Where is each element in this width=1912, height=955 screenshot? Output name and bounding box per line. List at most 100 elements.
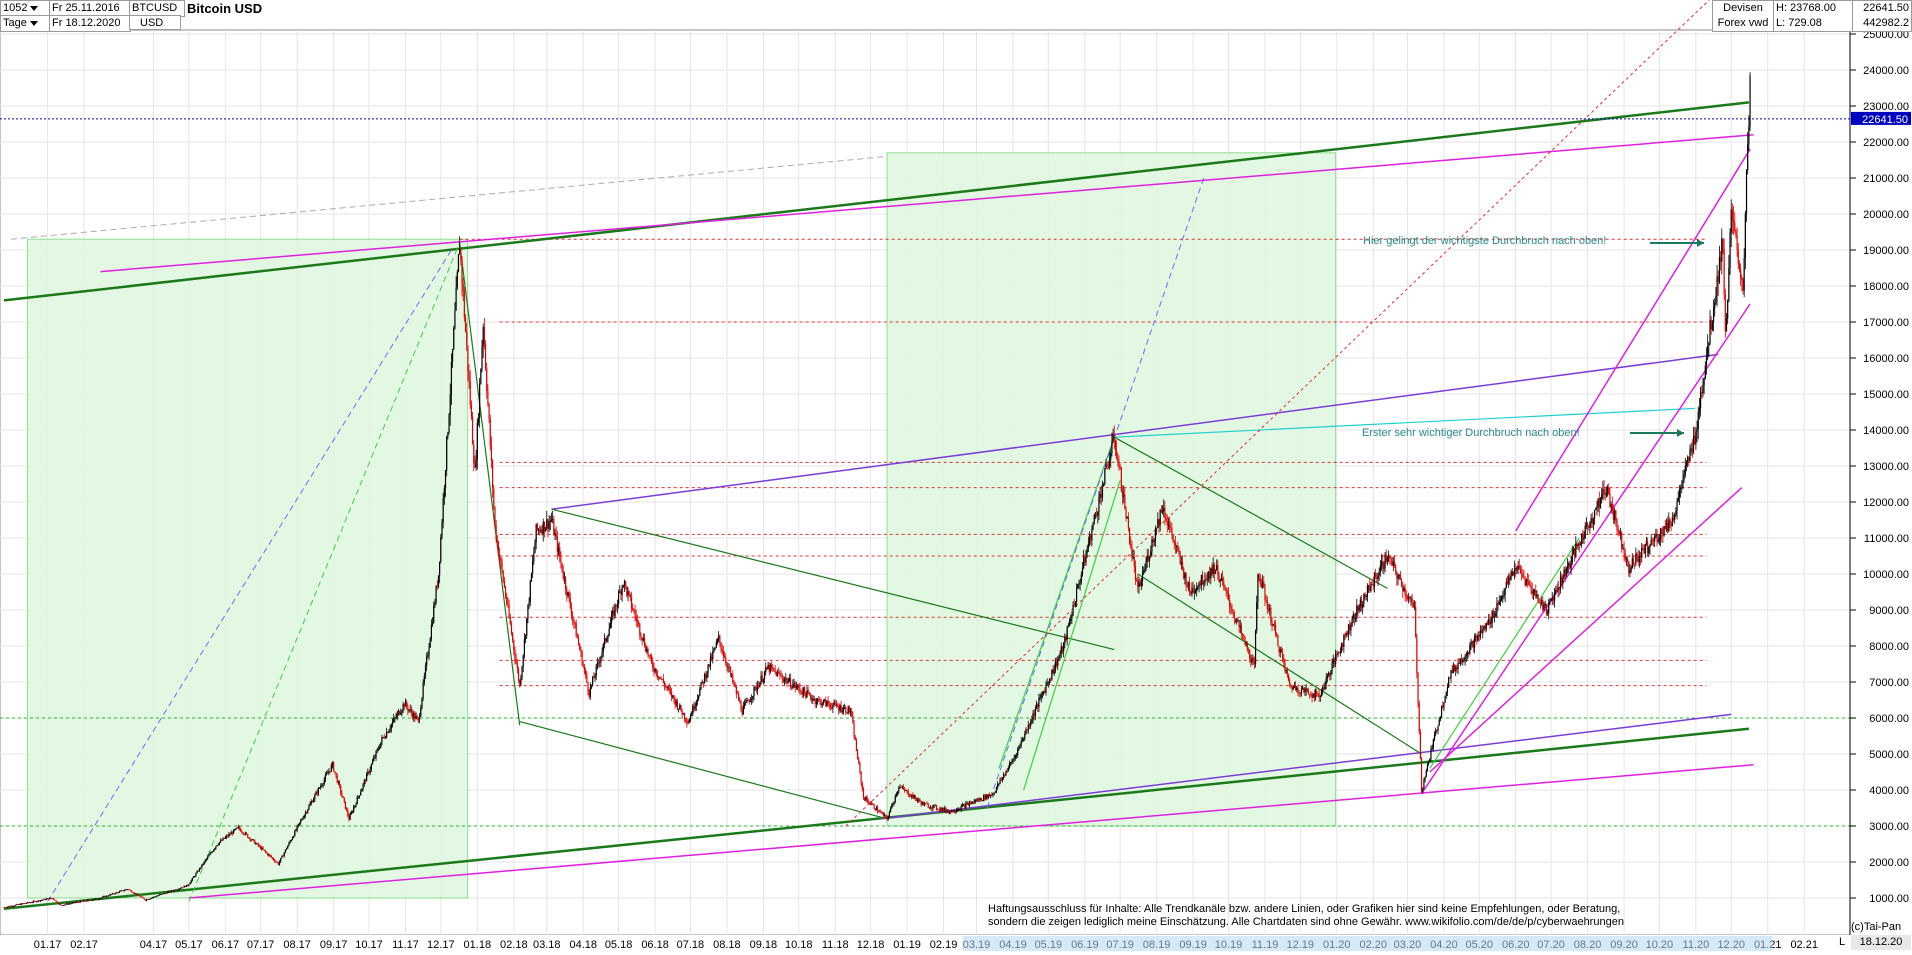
candle-body xyxy=(1177,545,1179,551)
candle-body xyxy=(52,898,55,900)
candle-body xyxy=(1543,604,1545,610)
candle-body xyxy=(1533,590,1536,592)
candle-body xyxy=(1505,581,1507,588)
candle-body xyxy=(1563,569,1565,579)
candle-body xyxy=(320,785,322,788)
candle-body xyxy=(909,796,912,797)
candle-body xyxy=(1279,648,1281,653)
candle-body xyxy=(333,762,335,772)
candle-body xyxy=(65,903,68,905)
candle-body xyxy=(808,693,810,695)
candle-body xyxy=(982,795,985,801)
trend-line xyxy=(11,155,888,240)
candle-body xyxy=(621,586,623,595)
candle-body xyxy=(954,811,956,813)
candle-body xyxy=(350,812,352,815)
candle-body xyxy=(881,812,883,814)
candle-body xyxy=(1027,724,1029,730)
candle-body xyxy=(1274,624,1277,634)
candle-body xyxy=(375,751,377,758)
candle-body xyxy=(827,700,829,704)
candle-body xyxy=(537,529,540,531)
candle-body xyxy=(251,839,254,841)
x-tick-label: 06.17 xyxy=(212,939,240,951)
candle-body xyxy=(346,808,348,810)
candle-body xyxy=(1590,517,1592,523)
candle-body xyxy=(529,580,531,602)
candle-body xyxy=(90,900,92,901)
candle-body xyxy=(476,422,478,460)
candle-body xyxy=(337,781,339,783)
candle-body xyxy=(928,807,931,809)
candle-body xyxy=(685,718,687,721)
candle-body xyxy=(1357,605,1359,611)
candle-body xyxy=(580,650,582,652)
period-selector[interactable]: Tage xyxy=(0,15,52,32)
date-to-box[interactable]: Fr 18.12.2020 xyxy=(49,15,131,32)
candle-body xyxy=(1584,525,1586,539)
candle-body xyxy=(37,900,39,902)
candle-body xyxy=(147,899,149,901)
candle-body xyxy=(745,702,747,704)
candle-body xyxy=(534,542,536,554)
candle-body xyxy=(1610,504,1612,507)
y-tick-label: 1000.00 xyxy=(1869,893,1909,905)
candle-body xyxy=(369,769,371,773)
candle-body xyxy=(1092,522,1094,530)
candle-body xyxy=(768,664,770,672)
candle-body xyxy=(1498,601,1500,605)
candle-body xyxy=(8,906,10,908)
candle-body xyxy=(854,736,856,741)
candle-body xyxy=(504,587,507,597)
candle-body xyxy=(1227,593,1230,600)
candle-body xyxy=(1521,573,1523,575)
candle-body xyxy=(1674,514,1676,520)
candle-body xyxy=(370,764,372,770)
candle-body xyxy=(1164,507,1166,519)
candle-body xyxy=(470,404,473,417)
candle-body xyxy=(363,780,365,784)
candle-body xyxy=(1545,603,1547,614)
candle-body xyxy=(907,790,909,796)
x-axis-highlight xyxy=(962,936,1773,951)
candle-body xyxy=(1262,581,1264,587)
candle-body xyxy=(1601,494,1603,499)
candle-body xyxy=(273,858,275,861)
candle-body xyxy=(344,801,347,809)
candle-body xyxy=(1383,568,1385,569)
candle-body xyxy=(376,749,378,752)
candle-body xyxy=(761,675,763,682)
candle-body xyxy=(1355,617,1357,620)
candle-body xyxy=(394,717,396,719)
candle-body xyxy=(1738,264,1741,269)
scale-mode-button[interactable]: L xyxy=(1838,936,1846,948)
candle-body xyxy=(1465,655,1467,657)
candle-body xyxy=(1167,524,1170,526)
candle-body xyxy=(1090,534,1092,541)
candle-body xyxy=(1077,584,1079,589)
candle-body xyxy=(1061,646,1064,652)
candle-body xyxy=(1034,708,1036,716)
candle-body xyxy=(342,796,344,798)
candle-body xyxy=(765,667,767,673)
candle-body xyxy=(970,803,972,804)
candle-body xyxy=(586,673,588,683)
chevron-down-icon xyxy=(29,20,38,26)
candle-body xyxy=(1749,75,1751,127)
currency: USD xyxy=(140,17,164,29)
candle-body xyxy=(999,779,1001,784)
date-from-box[interactable]: Fr 25.11.2016 xyxy=(49,0,131,17)
highlight-box xyxy=(886,152,1337,827)
candle-body xyxy=(335,772,337,776)
candle-body xyxy=(129,889,131,891)
arrowhead-icon xyxy=(1677,429,1684,437)
candle-body xyxy=(1608,487,1610,494)
candle-body xyxy=(585,670,587,674)
candle-body xyxy=(1169,524,1171,528)
candle-body xyxy=(862,788,865,798)
candle-body xyxy=(703,674,706,684)
y-tick-label: 21000.00 xyxy=(1863,173,1909,185)
candle-body xyxy=(1290,684,1292,688)
